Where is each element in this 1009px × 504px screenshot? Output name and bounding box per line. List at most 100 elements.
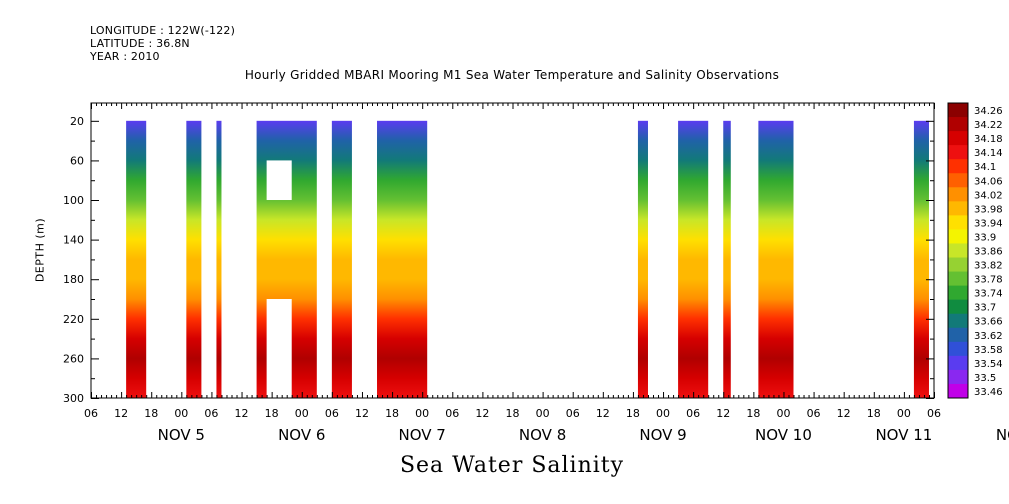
colorbar-label: 33.46: [974, 387, 1003, 398]
colorbar-swatch: [948, 173, 968, 188]
y-tick-label: 180: [63, 273, 84, 286]
x-tick-label: 12: [114, 407, 128, 420]
y-tick-label: 260: [63, 352, 84, 365]
colorbar-label: 33.62: [974, 331, 1003, 342]
colorbar-label: 34.26: [974, 106, 1003, 117]
data-segment-6: [637, 120, 648, 399]
x-tick-label: 06: [325, 407, 339, 420]
data-segment-0: [126, 120, 147, 399]
x-day-label: NOV 12: [996, 426, 1009, 444]
x-tick-label: 12: [355, 407, 369, 420]
x-tick-label: 12: [235, 407, 249, 420]
x-tick-label: 12: [596, 407, 610, 420]
x-tick-label: 06: [927, 407, 941, 420]
colorbar-swatch: [948, 355, 968, 371]
colorbar-swatch: [948, 229, 968, 244]
x-tick-label: 00: [776, 407, 790, 420]
x-tick-label: 00: [897, 407, 911, 420]
x-tick-label: 18: [626, 407, 640, 420]
x-tick-label: 06: [84, 407, 98, 420]
x-tick-label: 06: [686, 407, 700, 420]
colorbar-label: 34.22: [974, 120, 1003, 131]
x-tick-label: 18: [746, 407, 760, 420]
x-tick-label: 00: [536, 407, 550, 420]
x-tick-label: 12: [716, 407, 730, 420]
colorbar-label: 33.7: [974, 303, 996, 314]
colorbar-label: 34.1: [974, 162, 996, 173]
colorbar-label: 33.86: [974, 247, 1003, 258]
data-segment-4: [331, 120, 352, 399]
colorbar-label: 33.54: [974, 359, 1003, 370]
data-gap-1: [266, 299, 292, 398]
x-tick-label: 00: [295, 407, 309, 420]
colorbar-label: 34.02: [974, 190, 1003, 201]
colorbar-swatch: [948, 131, 968, 146]
colorbar-swatch: [948, 215, 968, 230]
y-tick-label: 60: [70, 154, 84, 167]
colorbar-swatch: [948, 285, 968, 301]
colorbar-label: 34.14: [974, 148, 1003, 159]
colorbar-label: 33.98: [974, 204, 1003, 215]
colorbar-label: 33.58: [974, 345, 1003, 356]
data-segment-9: [758, 120, 794, 399]
y-tick-label: 300: [63, 392, 84, 405]
x-day-label: NOV 9: [639, 426, 686, 444]
colorbar-swatch: [948, 103, 968, 118]
x-tick-label: 06: [204, 407, 218, 420]
data-segment-8: [723, 120, 731, 399]
colorbar-swatch: [948, 243, 968, 259]
colorbar-swatch: [948, 159, 968, 174]
x-tick-label: 06: [807, 407, 821, 420]
colorbar-swatch: [948, 299, 968, 315]
data-segment-5: [377, 120, 428, 399]
colorbar-frame: [947, 102, 969, 399]
colorbar-label: 33.82: [974, 261, 1003, 272]
colorbar-label: 33.5: [974, 373, 996, 384]
colorbar-swatch: [948, 313, 968, 329]
x-tick-label: 00: [174, 407, 188, 420]
x-tick-label: 00: [415, 407, 429, 420]
x-day-label: NOV 8: [519, 426, 566, 444]
colorbar-label: 33.78: [974, 275, 1003, 286]
colorbar-swatch: [948, 257, 968, 273]
data-gap-0: [266, 160, 292, 201]
colorbar-swatch: [948, 187, 968, 202]
y-tick-label: 220: [63, 313, 84, 326]
data-segment-1: [186, 120, 202, 399]
x-tick-label: 06: [445, 407, 459, 420]
colorbar-label: 34.06: [974, 176, 1003, 187]
colorbar-swatch: [948, 327, 968, 343]
colorbar-label: 33.94: [974, 218, 1003, 229]
colorbar-label: 33.9: [974, 232, 996, 243]
data-segment-7: [678, 120, 709, 399]
colorbar-swatch: [948, 271, 968, 287]
x-tick-label: 18: [144, 407, 158, 420]
latitude-label: LATITUDE : 36.8N: [90, 37, 190, 50]
x-tick-label: 18: [385, 407, 399, 420]
colorbar-swatch: [948, 145, 968, 160]
x-day-label: NOV 6: [278, 426, 325, 444]
y-tick-label: 20: [70, 115, 84, 128]
x-day-label: NOV 7: [399, 426, 446, 444]
colorbar-swatch: [948, 383, 968, 399]
x-tick-label: 12: [837, 407, 851, 420]
y-tick-label: 100: [63, 194, 84, 207]
x-axis-title: Sea Water Salinity: [399, 453, 625, 478]
data-segment-2: [216, 120, 222, 399]
x-tick-label: 06: [566, 407, 580, 420]
x-tick-label: 18: [506, 407, 520, 420]
data-segment-10: [913, 120, 929, 399]
x-tick-label: 12: [475, 407, 489, 420]
colorbar-swatch: [948, 341, 968, 357]
x-tick-label: 00: [656, 407, 670, 420]
x-tick-label: 18: [265, 407, 279, 420]
chart-title: Hourly Gridded MBARI Mooring M1 Sea Wate…: [244, 68, 780, 82]
longitude-label: LONGITUDE : 122W(-122): [90, 24, 236, 37]
x-tick-label: 18: [867, 407, 881, 420]
x-day-label: NOV 11: [875, 426, 932, 444]
x-day-label: NOV 5: [158, 426, 205, 444]
colorbar-swatch: [948, 201, 968, 216]
y-tick-label: 140: [63, 234, 84, 247]
x-day-label: NOV 10: [755, 426, 812, 444]
